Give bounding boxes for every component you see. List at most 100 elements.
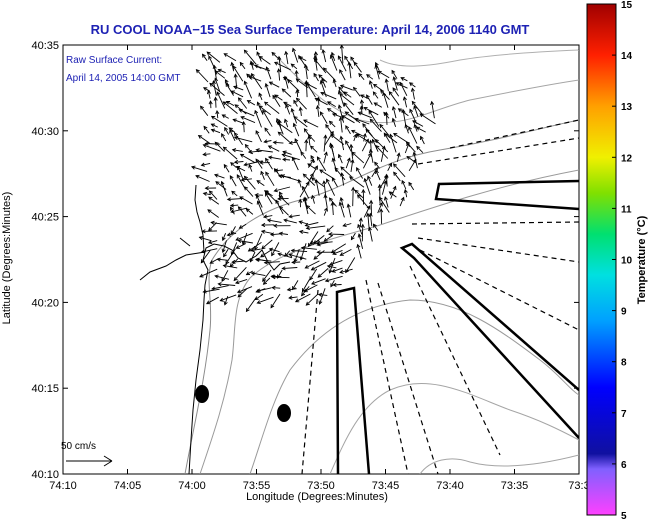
vector-shaft — [414, 124, 418, 132]
current-vector — [403, 188, 408, 198]
vector-head — [212, 64, 217, 70]
current-vector — [291, 47, 299, 63]
vector-shaft — [373, 91, 379, 99]
vector-shaft — [408, 126, 418, 144]
vector-shaft — [276, 121, 293, 134]
colorbar-tick-label: 11 — [621, 204, 632, 215]
vector-shaft — [294, 138, 302, 153]
vector-head — [330, 201, 335, 206]
current-vector — [256, 296, 274, 305]
vector-head — [230, 90, 236, 95]
current-vector — [280, 174, 300, 182]
vector-head — [362, 123, 367, 128]
current-vector — [345, 257, 356, 274]
vector-head — [202, 191, 208, 196]
vector-shaft — [306, 82, 316, 98]
current-vector — [271, 285, 281, 290]
current-vector — [268, 247, 280, 253]
vector-shaft — [279, 191, 284, 200]
vector-shaft — [331, 202, 334, 216]
current-vector — [399, 81, 408, 97]
vector-shaft — [388, 91, 400, 106]
vector-shaft — [413, 105, 419, 117]
vector-shaft — [409, 82, 416, 88]
current-vector — [343, 91, 352, 98]
current-vector — [255, 148, 273, 153]
current-vector — [230, 162, 237, 169]
current-vector — [326, 101, 336, 107]
vector-head — [346, 203, 351, 208]
current-vector — [326, 225, 334, 233]
current-vector — [231, 190, 238, 197]
current-vector — [346, 203, 352, 218]
vector-shaft — [278, 195, 290, 206]
vector-shaft — [332, 177, 338, 188]
current-vector — [248, 163, 253, 172]
current-vector — [369, 118, 382, 132]
vector-head — [319, 111, 324, 116]
bathymetry-contour — [419, 454, 579, 474]
vector-head — [256, 180, 261, 185]
vector-head — [221, 236, 226, 242]
vector-head — [323, 134, 328, 139]
current-vector — [393, 133, 409, 144]
vector-shaft — [230, 226, 236, 235]
vector-shaft — [340, 136, 345, 151]
vector-shaft — [406, 141, 416, 153]
vector-shaft — [269, 248, 280, 253]
vector-head — [357, 111, 362, 116]
vector-shaft — [361, 139, 369, 152]
vector-head — [343, 102, 348, 107]
current-vector — [262, 277, 271, 285]
current-vector — [285, 103, 291, 115]
current-vector — [195, 69, 209, 83]
current-vector — [351, 186, 356, 207]
current-vector — [210, 123, 218, 128]
vector-shaft — [226, 101, 235, 106]
vector-head — [313, 72, 318, 78]
vector-head — [319, 80, 324, 85]
vector-shaft — [358, 233, 364, 250]
current-vector — [357, 111, 372, 119]
current-vector — [331, 177, 338, 188]
vector-shaft — [203, 144, 221, 152]
vector-head — [302, 197, 307, 202]
vector-head — [328, 261, 334, 266]
vector-head — [225, 260, 230, 265]
vector-shaft — [276, 118, 284, 135]
current-vector — [315, 104, 320, 117]
vector-head — [237, 206, 242, 211]
vector-head — [267, 155, 273, 160]
vector-shaft — [222, 114, 229, 119]
vector-head — [349, 143, 354, 149]
vector-shaft — [306, 205, 316, 215]
current-vector — [388, 90, 400, 106]
current-vector — [339, 69, 346, 81]
y-tick-label: 40:30 — [31, 126, 59, 138]
vector-head — [412, 151, 417, 156]
vector-shaft — [366, 74, 374, 80]
vector-head — [287, 79, 292, 84]
vector-shaft — [309, 268, 318, 281]
vector-shaft — [268, 156, 281, 160]
current-vector — [243, 186, 254, 197]
current-vector — [350, 158, 355, 172]
current-vector — [368, 80, 373, 89]
current-vector — [318, 288, 326, 305]
current-vector — [276, 121, 293, 134]
vector-shaft — [262, 110, 273, 127]
vector-shaft — [283, 219, 297, 224]
current-vector — [416, 145, 424, 154]
vector-head — [379, 123, 384, 129]
vector-head — [368, 110, 373, 115]
vector-shaft — [265, 171, 275, 187]
current-vector — [334, 167, 346, 181]
vector-shaft — [363, 133, 366, 142]
vector-shaft — [310, 145, 318, 153]
vector-shaft — [353, 62, 362, 73]
current-vector — [367, 226, 373, 242]
vector-shaft — [345, 111, 361, 124]
vector-head — [411, 100, 416, 105]
vector-shaft — [208, 240, 218, 244]
vector-shaft — [305, 260, 320, 269]
